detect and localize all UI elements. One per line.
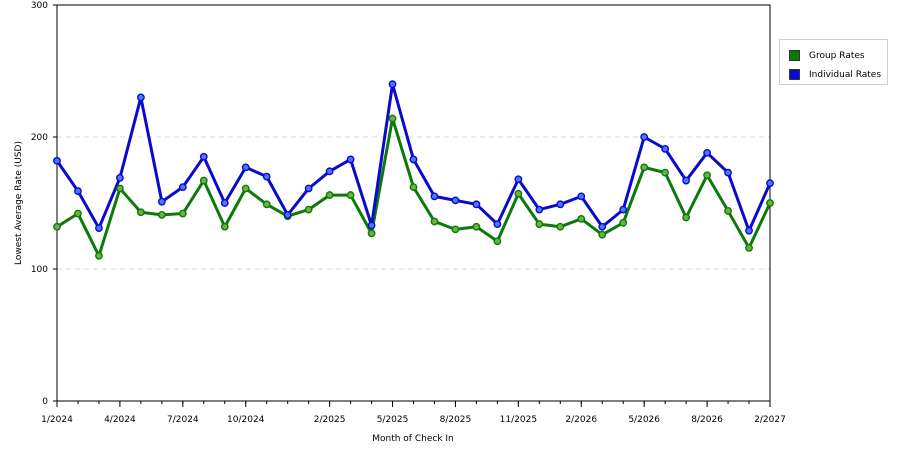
data-point-individual-rates: [703, 148, 711, 157]
x-tick-label: 8/2026: [691, 415, 723, 425]
data-point-group-rates: [451, 225, 460, 234]
data-point-individual-rates: [388, 80, 397, 89]
data-point-individual-rates: [116, 174, 124, 182]
x-tick-label: 8/2025: [440, 415, 472, 425]
data-point-individual-rates: [766, 179, 774, 188]
data-point-group-rates: [703, 171, 711, 180]
data-point-group-rates: [95, 251, 103, 260]
data-point-group-rates: [535, 220, 544, 229]
data-point-individual-rates: [598, 222, 607, 231]
data-point-individual-rates: [136, 93, 145, 102]
data-point-group-rates: [136, 208, 145, 217]
data-point-individual-rates: [157, 197, 166, 206]
data-point-group-rates: [53, 222, 61, 231]
data-point-individual-rates: [514, 175, 523, 184]
legend-label-individual-rates: Individual Rates: [809, 69, 882, 80]
y-tick-label: 200: [31, 133, 48, 143]
data-point-individual-rates: [640, 133, 649, 141]
data-point-individual-rates: [724, 168, 732, 177]
data-point-individual-rates: [199, 152, 208, 161]
data-point-group-rates: [116, 184, 124, 193]
x-tick-label: 4/2024: [104, 415, 136, 425]
data-point-individual-rates: [619, 205, 628, 214]
data-point-individual-rates: [535, 205, 544, 214]
y-tick-label: 300: [31, 1, 48, 11]
data-point-individual-rates: [241, 163, 250, 172]
data-point-group-rates: [241, 184, 250, 193]
data-point-group-rates: [619, 218, 628, 227]
data-point-individual-rates: [577, 192, 586, 201]
data-point-individual-rates: [745, 226, 753, 235]
data-point-group-rates: [745, 243, 753, 252]
data-point-individual-rates: [178, 183, 187, 192]
data-point-individual-rates: [325, 167, 334, 176]
data-point-group-rates: [766, 199, 774, 207]
y-tick-label: 0: [42, 397, 48, 407]
data-point-individual-rates: [262, 172, 271, 181]
data-point-group-rates: [325, 191, 334, 199]
legend-swatch-group-rates: [789, 50, 800, 61]
data-point-group-rates: [304, 205, 313, 214]
data-point-group-rates: [262, 200, 271, 209]
data-point-individual-rates: [409, 155, 418, 164]
x-tick-label: 7/2024: [167, 415, 199, 425]
data-point-individual-rates: [304, 184, 313, 193]
data-point-individual-rates: [283, 210, 292, 219]
data-point-individual-rates: [346, 155, 355, 164]
x-tick-label: 2/2026: [565, 415, 597, 425]
data-point-individual-rates: [493, 220, 502, 229]
series-points: [53, 80, 774, 260]
data-point-individual-rates: [556, 200, 565, 209]
y-axis-label: Lowest Average Rate (USD): [14, 141, 24, 265]
data-point-group-rates: [661, 168, 670, 177]
legend-item-individual-rates: Individual Rates: [789, 65, 887, 84]
data-point-group-rates: [199, 176, 208, 185]
x-tick-label: 11/2025: [500, 415, 537, 425]
data-point-group-rates: [74, 209, 82, 218]
x-tick-label: 10/2024: [227, 415, 265, 425]
legend-item-group-rates: Group Rates: [789, 46, 887, 65]
legend: Group Rates Individual Rates: [779, 39, 888, 85]
data-point-group-rates: [724, 207, 732, 215]
plot-area-background: [57, 5, 770, 401]
x-tick-label: 5/2026: [628, 415, 660, 425]
data-point-group-rates: [367, 229, 376, 238]
data-point-group-rates: [220, 222, 229, 231]
gridlines: [57, 136, 770, 270]
data-point-group-rates: [430, 217, 439, 226]
data-point-group-rates: [346, 191, 355, 199]
data-point-individual-rates: [367, 221, 376, 230]
data-point-individual-rates: [451, 196, 460, 205]
data-point-individual-rates: [661, 144, 670, 153]
data-point-individual-rates: [220, 199, 229, 207]
data-point-group-rates: [556, 222, 565, 231]
x-tick-label: 2/2025: [314, 415, 346, 425]
data-point-individual-rates: [95, 224, 103, 232]
data-point-group-rates: [598, 230, 607, 239]
x-tick-label: 1/2024: [41, 415, 73, 425]
data-point-group-rates: [157, 210, 166, 219]
data-point-group-rates: [409, 183, 418, 192]
data-point-individual-rates: [430, 192, 439, 201]
legend-swatch-individual-rates: [789, 69, 800, 80]
x-tick-label: 5/2025: [377, 415, 409, 425]
data-point-group-rates: [472, 222, 481, 231]
data-point-individual-rates: [74, 187, 82, 196]
x-tick-label: 2/2027: [754, 415, 786, 425]
legend-label-group-rates: Group Rates: [809, 50, 865, 61]
data-point-group-rates: [514, 189, 523, 198]
data-point-individual-rates: [682, 176, 691, 185]
data-point-group-rates: [577, 214, 586, 223]
data-point-group-rates: [682, 213, 691, 222]
data-point-individual-rates: [472, 200, 481, 209]
data-point-group-rates: [493, 237, 502, 246]
y-tick-label: 100: [31, 265, 48, 275]
x-axis-label: Month of Check In: [372, 434, 454, 444]
data-point-individual-rates: [53, 156, 61, 165]
data-point-group-rates: [388, 114, 397, 123]
data-point-group-rates: [640, 163, 649, 172]
data-point-group-rates: [178, 209, 187, 218]
